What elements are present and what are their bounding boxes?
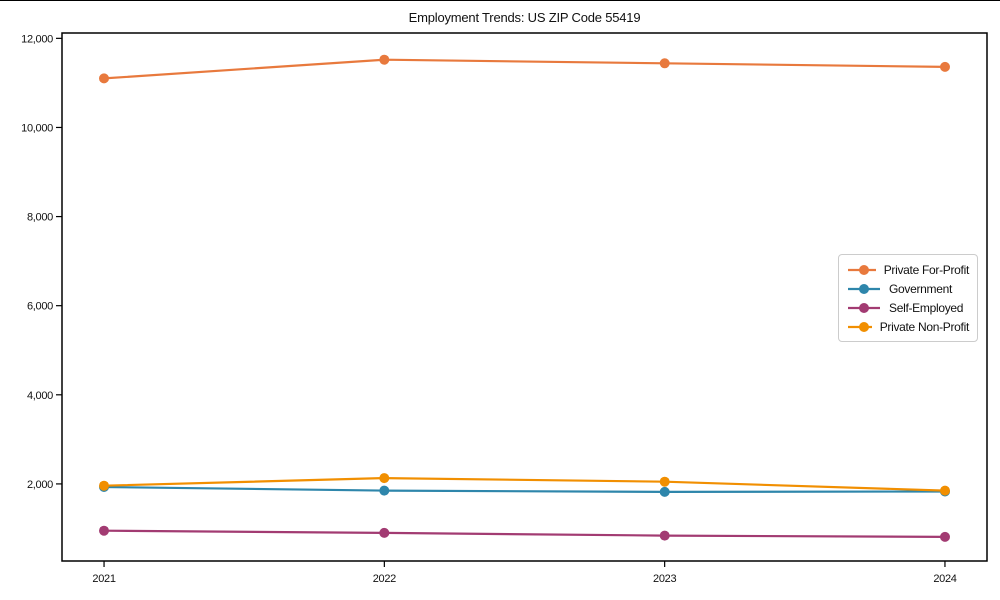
data-point-private-non-profit (659, 476, 670, 487)
series-line-private-non-profit (103, 476, 946, 492)
data-point-self-employed (940, 531, 950, 542)
y-axis-tick-label: 2,000 (27, 479, 53, 491)
legend-label: Private Non-Profit (879, 319, 970, 334)
data-point-private-for-profit (659, 58, 670, 69)
legend-marker-self-employed (848, 302, 880, 313)
chart-title: Employment Trends: US ZIP Code 55419 (408, 10, 641, 25)
data-point-private-non-profit (940, 485, 950, 496)
x-axis-tick-label: 2021 (92, 573, 115, 585)
x-axis-tick-label: 2022 (373, 573, 396, 585)
data-point-government (659, 486, 670, 497)
series-line-government (103, 485, 946, 494)
series-line-self-employed (103, 529, 946, 538)
legend-item-self-employed: Self-Employed (847, 298, 969, 317)
legend-item-private-non-profit: Private Non-Profit (847, 317, 969, 336)
data-point-private-for-profit (99, 73, 109, 84)
data-point-self-employed (659, 530, 670, 541)
legend-item-private-for-profit: Private For-Profit (847, 260, 969, 279)
legend-marker-government (848, 283, 880, 294)
y-axis-tick-label: 10,000 (21, 122, 53, 134)
series-line-private-for-profit (103, 58, 946, 80)
legend-marker-private-for-profit (848, 264, 876, 275)
data-point-private-non-profit (99, 480, 109, 491)
x-axis-tick-label: 2024 (933, 573, 956, 585)
data-point-government (379, 485, 390, 496)
legend-label: Self-Employed (889, 300, 964, 315)
data-point-self-employed (379, 527, 390, 538)
legend-item-government: Government (847, 279, 969, 298)
y-axis-tick-label: 6,000 (27, 301, 53, 313)
window-top-border (0, 0, 1000, 1)
data-point-private-non-profit (379, 473, 390, 484)
x-axis-tick-label: 2023 (653, 573, 676, 585)
plot-area-frame (61, 32, 988, 562)
data-point-private-for-profit (940, 61, 950, 72)
y-axis-tick-label: 8,000 (27, 212, 53, 224)
legend-label: Government (889, 281, 953, 296)
y-axis-tick-label: 4,000 (27, 390, 53, 402)
data-point-self-employed (99, 525, 109, 536)
legend-marker-private-non-profit (848, 321, 872, 332)
y-axis-tick-label: 12,000 (21, 33, 53, 45)
chart-legend: Private For-Profit Government Self-Employe… (838, 254, 978, 342)
legend-label: Private For-Profit (883, 262, 970, 277)
data-point-private-for-profit (379, 54, 390, 65)
